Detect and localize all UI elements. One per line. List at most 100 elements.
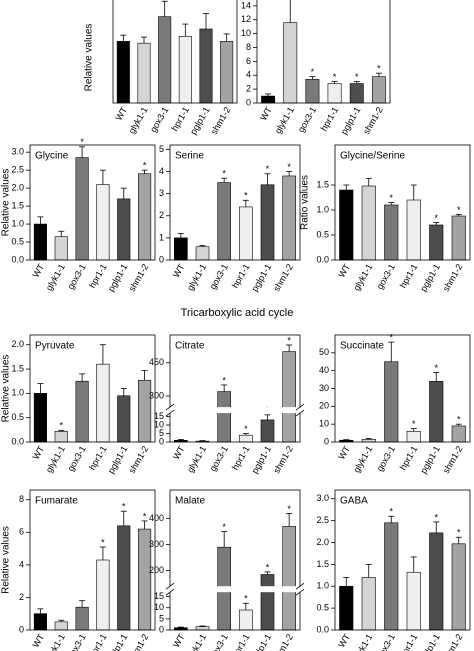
y-tick-label: 15 (154, 591, 164, 601)
x-tick-label: shm1-2 (441, 444, 465, 475)
axis-break (165, 407, 305, 414)
bar (384, 522, 399, 631)
x-tick-label: shm1-2 (441, 632, 465, 651)
bar (339, 189, 354, 261)
break-slash (295, 409, 305, 417)
x-tick-label: shm1-2 (127, 262, 151, 293)
x-tick-label: gox3-1 (65, 262, 87, 291)
y-tick-label: 1 (159, 232, 164, 242)
x-tick-label: gox3-1 (208, 632, 230, 651)
y-tick-label: 0.5 (11, 236, 24, 246)
y-tick-label: 10 (241, 28, 251, 38)
y-tick-label: 0 (246, 97, 251, 107)
x-tick-label: glyk1-1 (351, 262, 374, 292)
y-tick-label: 4 (159, 166, 164, 176)
bar (217, 391, 231, 443)
x-tick-label: WT (258, 105, 274, 123)
y-tick-label: 200 (149, 565, 164, 575)
x-tick-label: shm1-2 (361, 105, 385, 136)
x-tick-label: gox3-1 (148, 105, 170, 134)
y-tick-label: 1.0 (11, 388, 24, 398)
significance-mark: * (222, 169, 226, 179)
bar (220, 41, 234, 104)
x-tick-label: WT (171, 632, 187, 650)
bar (174, 237, 188, 261)
bar (239, 609, 253, 631)
plot-frame (169, 334, 301, 443)
x-tick-label: shm1-2 (271, 262, 295, 293)
x-tick-label: gox3-1 (65, 444, 87, 473)
bar (282, 526, 296, 631)
y-axis-label: Relative values (1, 169, 12, 237)
y-tick-label: 0.5 (316, 229, 329, 239)
significance-mark: * (244, 191, 248, 201)
y-tick-label: 2.5 (316, 515, 329, 525)
y-tick-label: 4 (19, 559, 24, 569)
bar (384, 361, 399, 443)
significance-mark: * (101, 537, 105, 547)
significance-mark: * (143, 511, 147, 521)
bar (54, 621, 68, 631)
break-slash (165, 409, 175, 417)
bar (239, 434, 253, 443)
plot-frame (169, 144, 301, 261)
significance-mark: * (222, 375, 226, 385)
break-slash (295, 582, 305, 590)
axis-break (165, 586, 305, 593)
y-tick-label: 5 (159, 144, 164, 154)
plot-frame (334, 334, 471, 443)
bar (96, 559, 110, 631)
bar (116, 41, 130, 104)
y-tick-label: 0.0 (316, 624, 329, 634)
y-tick-label: 10 (154, 602, 164, 612)
significance-mark: * (287, 335, 291, 345)
x-tick-label: WT (336, 262, 352, 280)
x-tick-label: pglp1-1 (339, 105, 363, 136)
section-heading: Tricarboxylic acid cycle (181, 307, 294, 319)
x-tick-label: WT (113, 105, 129, 123)
bar (429, 224, 444, 261)
x-tick-label: hpr1-1 (169, 105, 191, 133)
y-tick-label: 0 (159, 624, 164, 634)
y-tick-label: 5 (159, 428, 164, 438)
y-tick-label: 1.0 (11, 218, 24, 228)
bar (305, 79, 320, 104)
bar (451, 425, 466, 443)
x-tick-label: gox3-1 (208, 444, 230, 473)
y-tick-label: 300 (149, 539, 164, 549)
y-tick-label: 2.0 (11, 183, 24, 193)
chart-title: GABA (340, 496, 368, 507)
bar (117, 525, 131, 631)
x-tick-label: shm1-2 (209, 105, 233, 136)
significance-mark: * (311, 67, 315, 77)
x-tick-label: glyk1-1 (185, 444, 208, 474)
x-tick-label: glyk1-1 (44, 632, 67, 651)
significance-mark: * (355, 72, 359, 82)
break-slash (295, 588, 305, 596)
x-tick-label: WT (31, 632, 47, 650)
x-tick-label: hpr1-1 (319, 105, 341, 133)
y-axis-label: Relative values (1, 355, 12, 423)
x-tick-label: hpr1-1 (230, 444, 252, 472)
bar (429, 381, 444, 443)
x-tick-label: glyk1-1 (351, 632, 374, 651)
chart-title: Pyruvate (35, 341, 75, 352)
significance-mark: * (222, 522, 226, 532)
y-tick-label: 0.5 (11, 412, 24, 422)
x-tick-label: shm1-2 (441, 262, 465, 293)
y-tick-label: 0.5 (316, 603, 329, 613)
plot-frame (29, 334, 156, 443)
y-tick-label: 50 (319, 347, 329, 357)
y-tick-label: 6 (19, 527, 24, 537)
y-tick-label: 14 (241, 0, 251, 10)
x-tick-label: glyk1-1 (44, 444, 67, 474)
plot-frame (256, 0, 391, 104)
bar (199, 28, 213, 104)
significance-mark: * (412, 419, 416, 429)
x-tick-label: WT (171, 262, 187, 280)
chart-title: Citrate (175, 341, 205, 352)
chart-title: Malate (175, 496, 205, 507)
x-tick-label: hpr1-1 (398, 632, 420, 651)
y-tick-label: 0 (159, 254, 164, 264)
y-tick-label: 6 (246, 56, 251, 66)
